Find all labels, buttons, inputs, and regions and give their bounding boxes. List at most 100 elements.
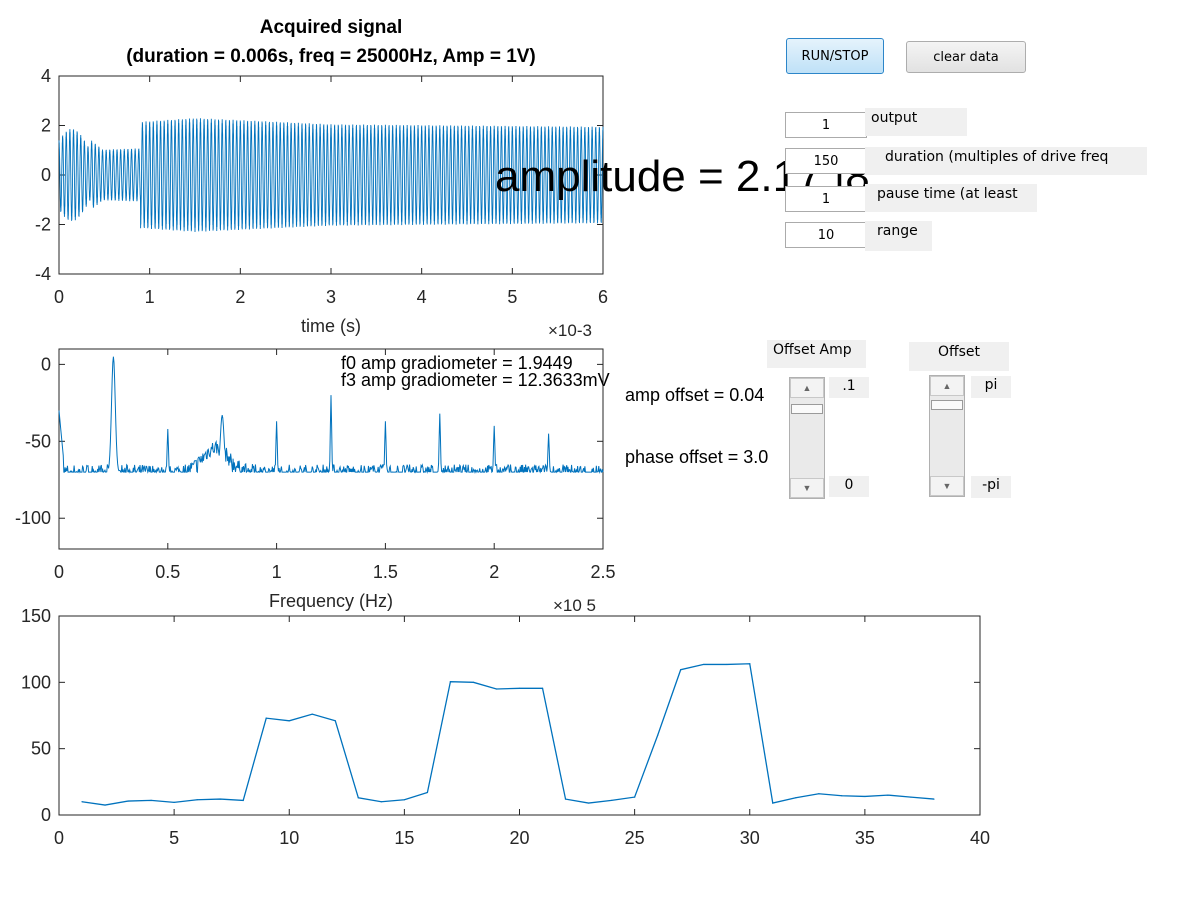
data-point bbox=[219, 798, 221, 800]
offset-amp-label: Offset Amp bbox=[767, 340, 866, 368]
data-point bbox=[449, 681, 452, 683]
x-exponent-label: ×10-3 bbox=[548, 321, 592, 340]
phase-offset-readout: phase offset = 3.0 bbox=[625, 447, 769, 467]
data-point bbox=[841, 795, 843, 797]
data-point bbox=[910, 796, 912, 798]
data-point bbox=[173, 801, 175, 803]
y-tick-label: -50 bbox=[25, 431, 51, 451]
x-tick-label: 0 bbox=[54, 562, 64, 582]
pause-time-label: pause time (at least bbox=[865, 184, 1037, 212]
x-tick-label: 35 bbox=[855, 828, 875, 848]
acquired-signal-chart: 0 1 2 3 4 5 6 4 2 0 -2 -4 Acquired signal (duration =… bbox=[35, 17, 608, 340]
output-label: output bbox=[865, 108, 967, 136]
data-point bbox=[127, 800, 129, 802]
f0-amp-readout: f0 amp gradiometer = 1.9449 bbox=[341, 353, 573, 373]
arrow-down-icon[interactable]: ▼ bbox=[930, 476, 964, 496]
x-tick-label: 2.5 bbox=[590, 562, 615, 582]
x-tick-label: 4 bbox=[417, 287, 427, 307]
data-point bbox=[611, 799, 613, 802]
axes-box bbox=[58, 75, 604, 275]
x-tick-label: 20 bbox=[509, 828, 529, 848]
x-tick-label: 3 bbox=[326, 287, 336, 307]
run-stop-button[interactable]: RUN/STOP bbox=[786, 38, 884, 74]
y-tick-label: 4 bbox=[41, 66, 51, 86]
data-point bbox=[749, 663, 751, 665]
x-tick-label: 15 bbox=[394, 828, 414, 848]
x-tick-label: 25 bbox=[625, 828, 645, 848]
data-point bbox=[357, 797, 359, 799]
data-point bbox=[403, 799, 405, 801]
output-input[interactable] bbox=[785, 112, 867, 138]
arrow-down-icon[interactable]: ▼ bbox=[790, 478, 824, 498]
data-point bbox=[196, 799, 198, 801]
y-tick-label: 50 bbox=[31, 739, 51, 759]
x-exponent-label: ×10 5 bbox=[553, 596, 596, 615]
axes-box bbox=[58, 615, 981, 816]
data-point bbox=[726, 663, 728, 666]
data-point bbox=[587, 802, 590, 804]
x-tick-label: 6 bbox=[598, 287, 608, 307]
range-label: range bbox=[865, 221, 932, 251]
amp-offset-readout: amp offset = 0.04 bbox=[625, 385, 765, 405]
data-point bbox=[703, 663, 705, 666]
range-input[interactable] bbox=[785, 222, 867, 248]
amplitude-history-chart: 0 5 10 15 20 25 30 35 40 150 100 50 0 bbox=[21, 606, 990, 848]
y-tick-label: 0 bbox=[41, 165, 51, 185]
amplitude-series bbox=[81, 663, 935, 806]
data-point bbox=[81, 801, 83, 803]
chart-subtitle: (duration = 0.006s, freq = 25000Hz, Amp … bbox=[126, 46, 536, 67]
offset-amp-slider[interactable]: ▲ ▼ bbox=[789, 377, 825, 499]
offset-phase-max-label: pi bbox=[971, 376, 1011, 398]
x-tick-label: 40 bbox=[970, 828, 990, 848]
pause-time-input[interactable] bbox=[785, 186, 867, 212]
x-tick-label: 0 bbox=[54, 287, 64, 307]
data-point bbox=[795, 797, 797, 799]
x-tick-label: 0.5 bbox=[155, 562, 180, 582]
data-point bbox=[864, 795, 866, 798]
offset-amp-slider-thumb[interactable] bbox=[791, 403, 823, 414]
x-tick-label: 30 bbox=[740, 828, 760, 848]
data-point bbox=[426, 791, 428, 794]
signal-series bbox=[58, 118, 604, 232]
x-tick-label: 10 bbox=[279, 828, 299, 848]
data-point bbox=[933, 798, 935, 800]
data-point bbox=[288, 720, 290, 722]
y-tick-label: 100 bbox=[21, 672, 51, 692]
x-tick-label: 5 bbox=[507, 287, 517, 307]
arrow-up-icon[interactable]: ▲ bbox=[930, 376, 964, 396]
data-point bbox=[150, 799, 152, 802]
x-tick-label: 1 bbox=[145, 287, 155, 307]
offset-phase-label: Offset bbox=[909, 342, 1009, 371]
y-tick-label: -4 bbox=[35, 264, 51, 284]
data-point bbox=[265, 717, 267, 719]
offset-phase-slider-thumb[interactable] bbox=[931, 399, 963, 410]
data-point bbox=[772, 802, 774, 804]
y-tick-label: 0 bbox=[41, 805, 51, 825]
y-tick-label: 150 bbox=[21, 606, 51, 626]
data-point bbox=[634, 796, 636, 798]
offset-phase-slider[interactable]: ▲ ▼ bbox=[929, 375, 965, 497]
data-point bbox=[311, 713, 313, 715]
clear-data-button[interactable]: clear data bbox=[906, 41, 1026, 73]
data-point bbox=[495, 688, 498, 690]
offset-phase-min-label: -pi bbox=[971, 476, 1011, 498]
arrow-up-icon[interactable]: ▲ bbox=[790, 378, 824, 398]
duration-input[interactable] bbox=[785, 148, 867, 174]
x-tick-label: 1 bbox=[272, 562, 282, 582]
x-tick-label: 2 bbox=[489, 562, 499, 582]
chart-title: Acquired signal bbox=[260, 17, 403, 38]
data-point bbox=[657, 734, 659, 737]
data-point bbox=[818, 793, 820, 795]
f3-amp-readout: f3 amp gradiometer = 12.3633mV bbox=[341, 370, 610, 390]
offset-amp-max-label: .1 bbox=[829, 377, 869, 398]
x-tick-label: 2 bbox=[235, 287, 245, 307]
duration-label: duration (multiples of drive freq bbox=[865, 147, 1147, 175]
data-point bbox=[680, 669, 682, 671]
data-point bbox=[472, 681, 475, 683]
x-axis-label: time (s) bbox=[301, 316, 361, 336]
y-tick-label: 2 bbox=[41, 116, 51, 136]
data-point bbox=[518, 687, 521, 689]
data-point bbox=[334, 720, 336, 722]
data-point bbox=[564, 798, 567, 800]
